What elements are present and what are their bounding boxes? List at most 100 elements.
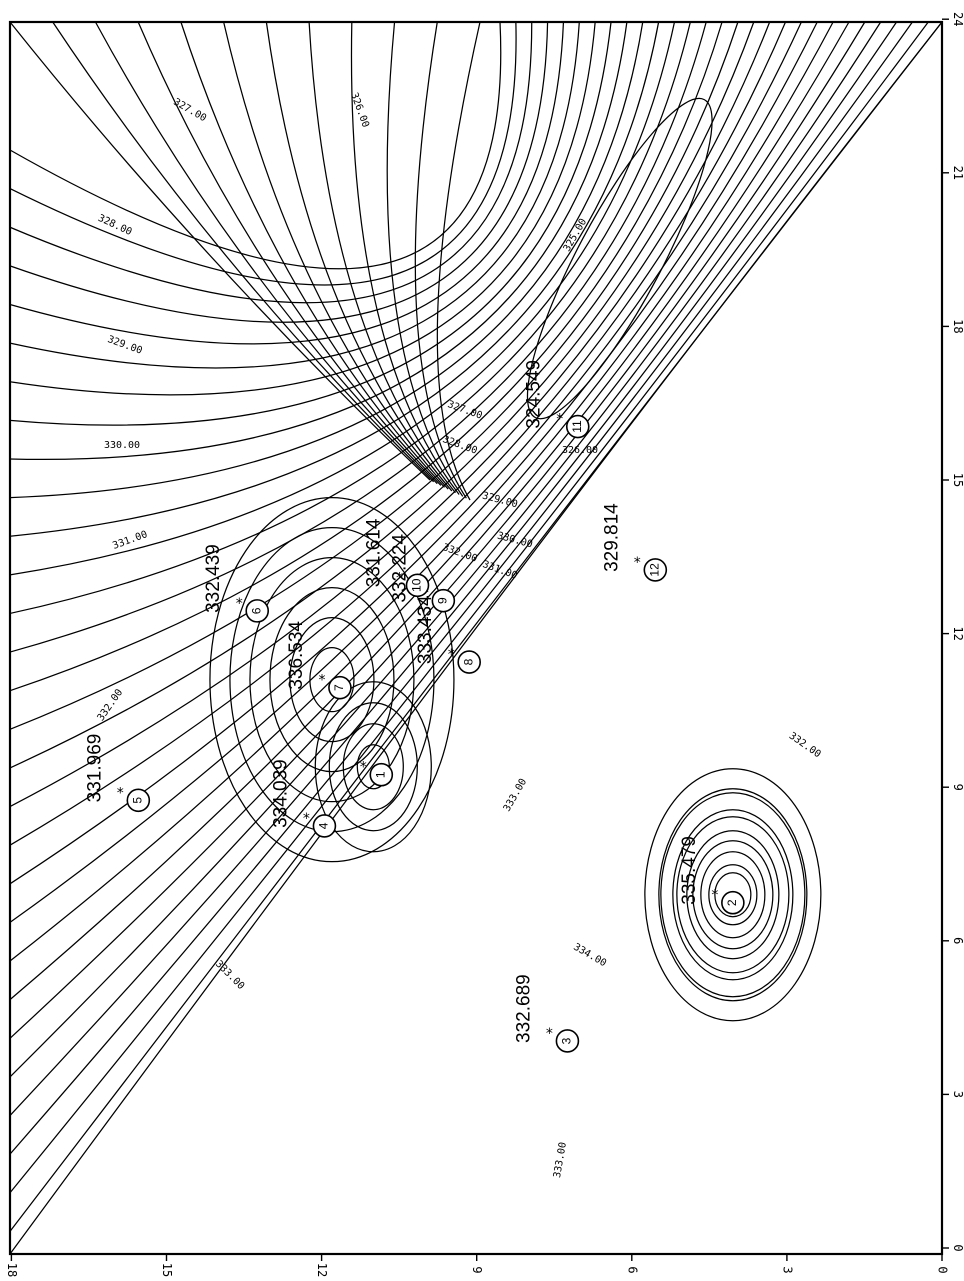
well-star: * [634,555,641,571]
well-id-circle [405,573,430,598]
well-value-label: 336.534 [286,621,307,690]
x-tick-label: 9 [951,784,964,791]
regional-contour-line [308,21,456,494]
well-value-label: 332.439 [203,544,224,613]
regional-contour-line [9,21,850,1001]
mound-contour [708,864,758,926]
well-star: * [236,596,243,612]
y-tick-label: 9 [470,1266,484,1273]
mound-contour [269,587,395,773]
well-star: * [360,760,367,776]
well-star: * [711,888,718,904]
y-tick-label: 3 [780,1266,794,1273]
contour-lines [9,21,943,1255]
x-tick-label: 12 [951,626,964,640]
regional-contour-line [137,21,442,486]
regional-contour-line [9,21,943,1232]
well-id-circle [565,414,590,439]
mound-contour [660,792,806,998]
regional-contour-line [9,21,502,270]
well-id-circle [126,788,151,813]
regional-contour-line [9,21,628,461]
well-star: * [303,811,310,827]
regional-contour-line [9,21,533,304]
regional-contour-line [9,21,580,369]
mound-contour [209,497,455,863]
mound-contour [328,702,418,832]
y-tick-label: 0 [936,1266,950,1273]
mound-contour [672,809,794,981]
well-id: 7 [332,684,346,691]
regional-contour-line [414,21,467,499]
mound-contour [686,830,780,960]
regional-contour-line [9,21,898,1116]
regional-contour-line [180,21,446,488]
mound-contour [658,788,808,1002]
plot-frame [8,20,944,1256]
regional-contour-line [9,21,882,1078]
y-axis: 0 3 6 9 12 15 18 [5,1254,950,1277]
regional-contour-line [9,21,676,576]
regional-contour-line [9,21,596,396]
y-tick-label: 12 [315,1263,329,1277]
contour-level-label: 332.00 [787,731,823,761]
regional-contour-line [9,21,866,1039]
regional-contour-line [52,21,435,483]
depression-contour [526,97,713,420]
mound-contour [714,872,752,918]
contour-level-label: 334.00 [571,942,608,970]
regional-contour-line [9,21,943,1255]
regional-contour-line [9,21,723,692]
well-star: * [546,1026,553,1042]
mound-contour [676,816,790,974]
regional-contour-line [9,21,913,1155]
well-id-circle [328,675,352,700]
x-axis: 0 3 6 9 12 15 18 21 24 [942,12,964,1252]
well-id: 4 [317,822,331,829]
contour-level-label: 331.00 [111,529,149,552]
well-star: * [448,647,455,663]
well-id: 8 [461,658,475,665]
well-value-label: 332.689 [513,974,534,1043]
contour-level-label: 331.00 [481,559,519,582]
well-id: 3 [560,1037,574,1044]
regional-contour-line [386,21,464,497]
regional-contour-line [350,21,460,495]
well-id: 11 [570,420,584,433]
well-id-circle [431,588,456,613]
regional-contour-line [9,21,834,962]
well-id: 10 [410,578,424,592]
well-id: 1 [373,771,387,778]
well-id-circle [369,762,394,787]
x-tick-label: 0 [951,1244,964,1251]
mound-contour [644,768,822,1022]
contour-level-label: 329.00 [106,334,144,357]
contour-level-label: 333.00 [213,959,246,992]
well-value-label: 331.614 [363,518,384,587]
well-value-label: 324.549 [524,360,545,429]
mound-contour [692,840,774,950]
x-tick-label: 3 [951,1091,964,1098]
regional-contour-line [9,21,802,885]
well-markers: * 1 * 2 335.479 * 3 332.689 * 4 334.039 * 5 331.969 * 6… [84,360,745,1053]
contour-level-label: 330.00 [104,440,140,451]
regional-contour-line [9,21,660,537]
y-tick-label: 15 [160,1263,174,1277]
contour-level-label: 328.00 [96,213,133,238]
well-id-circle [643,558,668,582]
y-tick-label: 6 [625,1266,639,1273]
mound-contour [700,851,766,939]
well-id-circle [245,599,270,623]
mound-contour [342,723,404,811]
well-star: * [396,570,403,586]
x-tick-label: 6 [951,937,964,944]
x-tick-label: 24 [951,12,964,26]
regional-contour-line [9,21,549,323]
well-id: 12 [647,563,661,577]
contour-level-label: 333.00 [552,1141,569,1178]
contour-level-label: 328.00 [441,434,479,457]
regional-contour-line [9,21,818,923]
regional-contour-line [9,21,929,1194]
contour-level-label: 333.00 [502,777,530,814]
